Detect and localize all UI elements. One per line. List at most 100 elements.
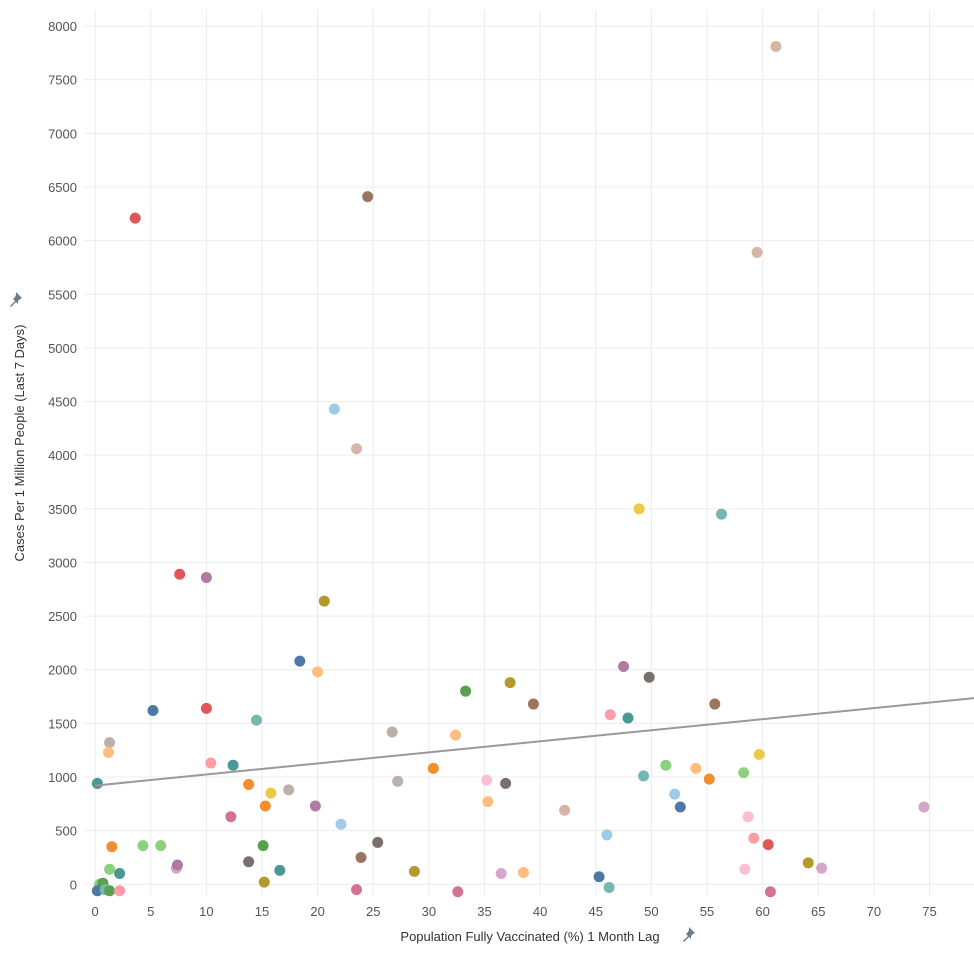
data-point[interactable] (495, 868, 507, 880)
data-point[interactable] (243, 856, 255, 868)
data-point[interactable] (200, 571, 212, 583)
data-point[interactable] (622, 712, 634, 724)
x-tick-label: 20 (310, 904, 324, 919)
y-axis-pin-icon[interactable] (10, 292, 22, 307)
data-point[interactable] (386, 726, 398, 738)
data-point[interactable] (174, 568, 186, 580)
data-point[interactable] (155, 840, 167, 852)
data-point[interactable] (91, 777, 103, 789)
data-point[interactable] (200, 702, 212, 714)
data-point[interactable] (114, 885, 126, 897)
data-point[interactable] (660, 759, 672, 771)
data-point[interactable] (748, 832, 760, 844)
data-point[interactable] (274, 864, 286, 876)
data-point[interactable] (802, 857, 814, 869)
data-point[interactable] (603, 881, 615, 893)
data-point[interactable] (500, 777, 512, 789)
data-point[interactable] (309, 800, 321, 812)
data-point[interactable] (770, 40, 782, 52)
data-point[interactable] (205, 757, 217, 769)
y-tick-label: 5500 (48, 287, 77, 302)
data-point[interactable] (243, 779, 255, 791)
data-point[interactable] (227, 759, 239, 771)
data-point[interactable] (102, 746, 114, 758)
data-point[interactable] (715, 508, 727, 520)
data-point[interactable] (669, 788, 681, 800)
data-point[interactable] (633, 503, 645, 515)
gridlines (84, 10, 974, 895)
data-point[interactable] (742, 811, 754, 823)
data-point[interactable] (372, 836, 384, 848)
data-point[interactable] (452, 886, 464, 898)
data-point[interactable] (593, 871, 605, 883)
data-point[interactable] (618, 661, 630, 673)
data-point[interactable] (918, 801, 930, 813)
data-point[interactable] (265, 787, 277, 799)
trend-line[interactable] (95, 697, 974, 787)
data-point[interactable] (816, 862, 828, 874)
y-tick-label: 3000 (48, 555, 77, 570)
data-point[interactable] (171, 859, 183, 871)
y-tick-label: 2500 (48, 609, 77, 624)
y-tick-label: 6000 (48, 234, 77, 249)
data-point[interactable] (604, 709, 616, 721)
data-point[interactable] (129, 212, 141, 224)
data-point[interactable] (709, 698, 721, 710)
data-point[interactable] (258, 876, 270, 888)
data-point[interactable] (137, 840, 149, 852)
data-point[interactable] (362, 191, 374, 203)
data-point[interactable] (427, 762, 439, 774)
data-point[interactable] (114, 868, 126, 880)
x-tick-label: 25 (366, 904, 380, 919)
data-point[interactable] (328, 403, 340, 415)
data-point[interactable] (250, 714, 262, 726)
x-axis-pin-icon[interactable] (683, 927, 695, 942)
data-point[interactable] (517, 866, 529, 878)
y-tick-label: 5000 (48, 341, 77, 356)
data-point[interactable] (753, 748, 765, 760)
data-point[interactable] (764, 886, 776, 898)
data-point[interactable] (482, 796, 494, 808)
data-point[interactable] (312, 666, 324, 678)
data-point[interactable] (762, 839, 774, 851)
data-point[interactable] (481, 774, 493, 786)
data-point[interactable] (106, 841, 118, 853)
data-point[interactable] (318, 595, 330, 607)
data-point[interactable] (259, 800, 271, 812)
data-point[interactable] (601, 829, 613, 841)
data-point[interactable] (739, 863, 751, 875)
data-point[interactable] (751, 246, 763, 258)
x-tick-label: 65 (811, 904, 825, 919)
data-point[interactable] (408, 865, 420, 877)
data-point[interactable] (738, 767, 750, 779)
x-axis-title: Population Fully Vaccinated (%) 1 Month … (400, 929, 659, 944)
data-point[interactable] (104, 863, 116, 875)
data-point[interactable] (527, 698, 539, 710)
y-tick-label: 7000 (48, 126, 77, 141)
data-point[interactable] (460, 685, 472, 697)
data-point[interactable] (104, 737, 116, 749)
data-point[interactable] (559, 804, 571, 816)
data-point[interactable] (351, 443, 363, 455)
data-point[interactable] (355, 851, 367, 863)
data-point[interactable] (690, 762, 702, 774)
data-point[interactable] (257, 840, 269, 852)
data-point[interactable] (504, 677, 516, 689)
data-points (91, 40, 930, 898)
data-point[interactable] (147, 704, 159, 716)
data-point[interactable] (643, 671, 655, 683)
data-point[interactable] (703, 773, 715, 785)
data-point[interactable] (638, 770, 650, 782)
data-point[interactable] (351, 884, 363, 896)
data-point[interactable] (392, 775, 404, 787)
data-point[interactable] (674, 801, 686, 813)
x-tick-label: 75 (922, 904, 936, 919)
y-axis-title: Cases Per 1 Million People (Last 7 Days) (12, 325, 27, 562)
data-point[interactable] (294, 655, 306, 667)
data-point[interactable] (225, 811, 237, 823)
data-point[interactable] (104, 885, 116, 897)
data-point[interactable] (335, 818, 347, 830)
data-point[interactable] (450, 729, 462, 741)
data-point[interactable] (283, 784, 295, 796)
